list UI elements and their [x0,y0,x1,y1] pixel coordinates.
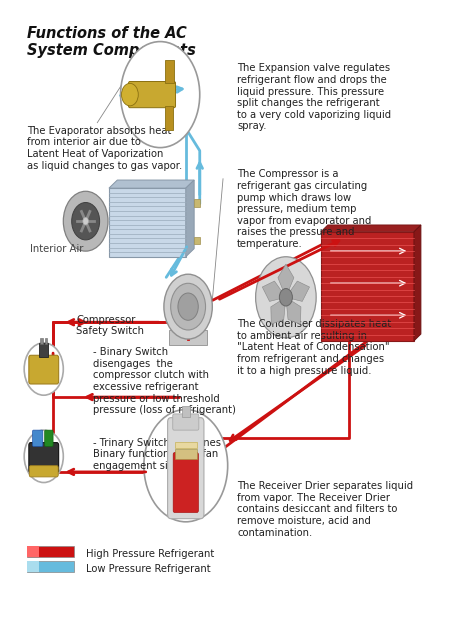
Bar [39,343,48,356]
FancyBboxPatch shape [33,430,43,446]
Circle shape [120,42,200,148]
Bar [45,338,47,344]
FancyBboxPatch shape [168,418,204,519]
Polygon shape [271,297,286,324]
Circle shape [64,191,108,251]
Text: Interior Air: Interior Air [30,245,83,254]
Text: The Receiver Drier separates liquid
from vapor. The Receiver Drier
contains desi: The Receiver Drier separates liquid from… [237,482,413,538]
Bar [27,561,39,573]
Polygon shape [286,297,301,324]
Text: The Evaporator absorbs heat
from interior air due to
Latent Heat of Vaporization: The Evaporator absorbs heat from interio… [27,126,182,171]
Text: High Pressure Refrigerant: High Pressure Refrigerant [86,549,214,559]
Circle shape [72,202,100,240]
FancyBboxPatch shape [45,430,53,446]
FancyBboxPatch shape [173,414,199,430]
FancyBboxPatch shape [173,453,198,513]
Circle shape [178,293,198,320]
Bar [174,449,197,459]
Circle shape [164,274,212,339]
Circle shape [171,283,206,330]
Polygon shape [278,264,294,297]
Bar [182,406,190,417]
Polygon shape [414,225,421,341]
Circle shape [24,343,64,395]
Bar [40,338,43,344]
Text: Compressor
Safety Switch: Compressor Safety Switch [76,315,145,336]
Text: - Trinary Switch combines
Binary functions with fan
engagement signal: - Trinary Switch combines Binary functio… [92,437,220,471]
Polygon shape [286,281,310,301]
FancyBboxPatch shape [128,82,175,107]
Text: - Binary Switch
disengages  the
compressor clutch with
excessive refrigerant
pre: - Binary Switch disengages the compresso… [92,347,236,415]
Bar [194,199,200,207]
Bar [27,546,39,557]
Circle shape [121,83,138,106]
Bar [174,442,197,448]
Circle shape [255,257,316,338]
Circle shape [279,289,292,306]
Text: Low Pressure Refrigerant: Low Pressure Refrigerant [86,564,210,574]
Circle shape [144,410,228,522]
Bar [27,561,74,573]
Polygon shape [109,180,194,188]
FancyBboxPatch shape [29,466,58,477]
Text: Functions of the AC
System Components: Functions of the AC System Components [27,26,196,58]
Circle shape [24,430,64,482]
Polygon shape [321,225,421,232]
Bar [170,330,207,345]
FancyBboxPatch shape [29,442,59,473]
Text: The Expansion valve regulates
refrigerant flow and drops the
liquid pressure. Th: The Expansion valve regulates refrigeran… [237,63,391,131]
Bar [27,546,74,557]
FancyBboxPatch shape [29,355,59,384]
Polygon shape [186,180,194,257]
Text: The Compressor is a
refrigerant gas circulating
pump which draws low
pressure, m: The Compressor is a refrigerant gas circ… [237,169,371,249]
Bar [321,232,414,341]
Bar [165,106,173,130]
Polygon shape [262,281,286,301]
Bar [109,188,186,257]
Circle shape [83,217,89,225]
Bar [165,59,174,83]
Bar [194,237,200,245]
Text: The Condenser dissipates heat
to ambient air resulting in
"Latent Heat of Conden: The Condenser dissipates heat to ambient… [237,319,391,375]
